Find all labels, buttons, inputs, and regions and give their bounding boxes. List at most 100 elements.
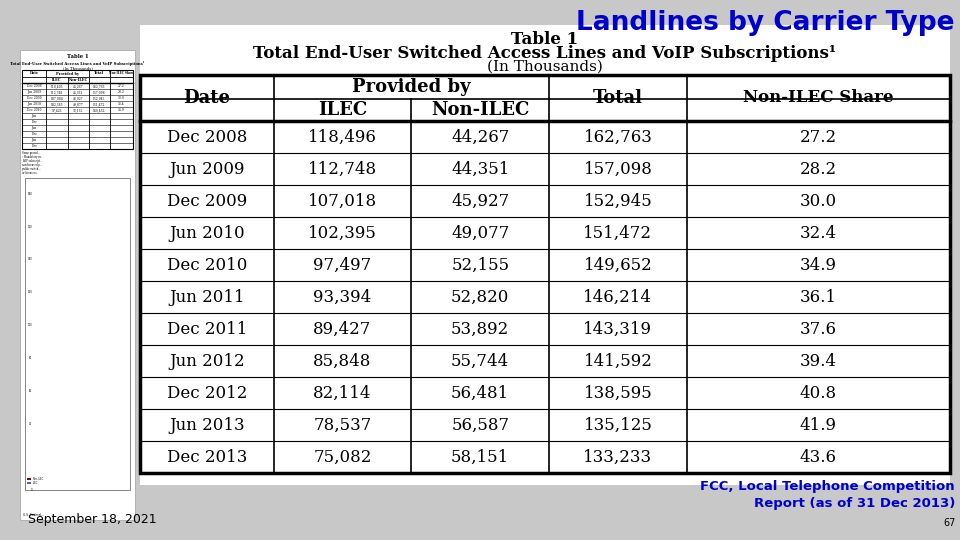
Text: 162,763: 162,763: [93, 84, 106, 88]
Text: Dec: Dec: [32, 132, 37, 136]
Text: 89,427: 89,427: [313, 321, 372, 338]
Text: Dec 2011: Dec 2011: [167, 321, 247, 338]
Text: public switch...: public switch...: [22, 167, 40, 171]
Text: 67: 67: [944, 518, 956, 528]
Text: Dec 2010: Dec 2010: [27, 108, 41, 112]
Text: 32.4: 32.4: [118, 102, 125, 106]
Text: 28.2: 28.2: [800, 160, 837, 178]
Text: 44,267: 44,267: [73, 84, 84, 88]
Text: Non-ILEC Share: Non-ILEC Share: [743, 90, 894, 106]
Text: 52,820: 52,820: [451, 288, 510, 306]
FancyBboxPatch shape: [140, 25, 950, 485]
Text: Jun 2011: Jun 2011: [169, 288, 245, 306]
Text: FCC, Local Telephone Competition
Report (as of 31 Dec 2013): FCC, Local Telephone Competition Report …: [701, 480, 955, 510]
Text: 180: 180: [27, 192, 32, 195]
Text: 28.2: 28.2: [118, 90, 125, 94]
Text: 45,927: 45,927: [451, 192, 510, 210]
Text: 112,748: 112,748: [308, 160, 377, 178]
Text: 146,214: 146,214: [584, 288, 653, 306]
Text: Dec 2012: Dec 2012: [167, 384, 247, 402]
Bar: [22, 70, 133, 149]
Text: Total: Total: [593, 89, 643, 107]
Text: ILEC: ILEC: [52, 78, 61, 82]
Text: 112,748: 112,748: [51, 90, 63, 94]
Text: Dec 2013: Dec 2013: [167, 449, 247, 465]
Text: Provided by: Provided by: [56, 71, 79, 76]
Text: Landlines by Carrier Type: Landlines by Carrier Type: [577, 10, 955, 36]
Text: 56,587: 56,587: [451, 416, 509, 434]
Text: Date: Date: [183, 89, 230, 107]
Text: 97,497: 97,497: [313, 256, 372, 273]
Text: Non-ILEC Share: Non-ILEC Share: [108, 71, 133, 76]
Bar: [140, 75, 950, 473]
Text: 118,405: 118,405: [51, 84, 63, 88]
Text: 60: 60: [29, 389, 32, 393]
Text: Jun 2010: Jun 2010: [27, 102, 41, 106]
Text: Dec 2009: Dec 2009: [167, 192, 247, 210]
Bar: [27, 482, 31, 484]
Text: 55,744: 55,744: [451, 353, 510, 369]
Text: Non-ILEC: Non-ILEC: [33, 477, 44, 481]
Text: Non-ILEC: Non-ILEC: [68, 78, 87, 82]
Text: Jun: Jun: [32, 114, 36, 118]
Text: 34.9: 34.9: [118, 108, 125, 112]
Text: 107,018: 107,018: [308, 192, 377, 210]
FancyBboxPatch shape: [25, 178, 130, 490]
Text: (In Thousands): (In Thousands): [487, 60, 603, 74]
Text: 30.0: 30.0: [800, 192, 837, 210]
Text: 143,319: 143,319: [584, 321, 653, 338]
Text: 135,125: 135,125: [584, 416, 653, 434]
Text: VoIP subscript...: VoIP subscript...: [22, 159, 42, 163]
Text: 0: 0: [31, 488, 32, 492]
Text: Jun 2009: Jun 2009: [27, 90, 41, 94]
Text: 93,394: 93,394: [313, 288, 372, 306]
Text: 97,423: 97,423: [52, 108, 62, 112]
Text: Dec 2008: Dec 2008: [27, 84, 41, 88]
Text: 43,927: 43,927: [73, 96, 84, 100]
Text: 140: 140: [27, 258, 32, 261]
Text: Total: Total: [94, 71, 104, 76]
Text: 149,652: 149,652: [584, 256, 652, 273]
Text: Non-ILEC: Non-ILEC: [431, 101, 529, 119]
Text: Dec: Dec: [32, 120, 37, 124]
Text: 151,472: 151,472: [93, 102, 106, 106]
Text: 49,077: 49,077: [73, 102, 84, 106]
Text: 151,472: 151,472: [584, 225, 653, 241]
Text: 58,151: 58,151: [451, 449, 510, 465]
Text: 49,077: 49,077: [451, 225, 510, 241]
Text: 120: 120: [27, 291, 32, 294]
Text: 40: 40: [29, 422, 32, 426]
Text: 41.9: 41.9: [800, 416, 837, 434]
Text: 141,592: 141,592: [584, 353, 653, 369]
Text: 152,945: 152,945: [584, 192, 652, 210]
Text: 80: 80: [29, 356, 32, 360]
Text: 157,098: 157,098: [584, 160, 653, 178]
Text: Dec: Dec: [32, 144, 37, 148]
Text: 102,385: 102,385: [51, 102, 63, 106]
Text: 133,233: 133,233: [584, 449, 653, 465]
Text: Dec 2008: Dec 2008: [167, 129, 247, 145]
Text: 32.4: 32.4: [800, 225, 837, 241]
Text: 160: 160: [28, 225, 32, 228]
Text: Dec 2009: Dec 2009: [27, 96, 41, 100]
Text: 85,848: 85,848: [313, 353, 372, 369]
Text: 52,155: 52,155: [451, 256, 509, 273]
Text: Date: Date: [30, 71, 38, 76]
Text: (In Thousands): (In Thousands): [62, 66, 92, 70]
Text: 52,155: 52,155: [73, 108, 84, 112]
Text: Table 1: Table 1: [66, 54, 88, 59]
Text: 44,267: 44,267: [451, 129, 510, 145]
Text: 152,945: 152,945: [93, 96, 106, 100]
Text: 40.8: 40.8: [800, 384, 837, 402]
Text: Jun 2013: Jun 2013: [169, 416, 245, 434]
Text: Table 1: Table 1: [512, 31, 579, 48]
Text: ¹ Mandatory su...: ¹ Mandatory su...: [22, 155, 43, 159]
Text: 39.4: 39.4: [800, 353, 837, 369]
Text: 102,395: 102,395: [308, 225, 377, 241]
Text: 82,114: 82,114: [313, 384, 372, 402]
Text: Jun: Jun: [32, 126, 36, 130]
Text: 149,452: 149,452: [93, 108, 106, 112]
Text: 30.0: 30.0: [118, 96, 125, 100]
Text: Total End-User Switched Access Lines and VoIP Subscriptions¹: Total End-User Switched Access Lines and…: [11, 61, 145, 66]
Text: 36.1: 36.1: [800, 288, 837, 306]
